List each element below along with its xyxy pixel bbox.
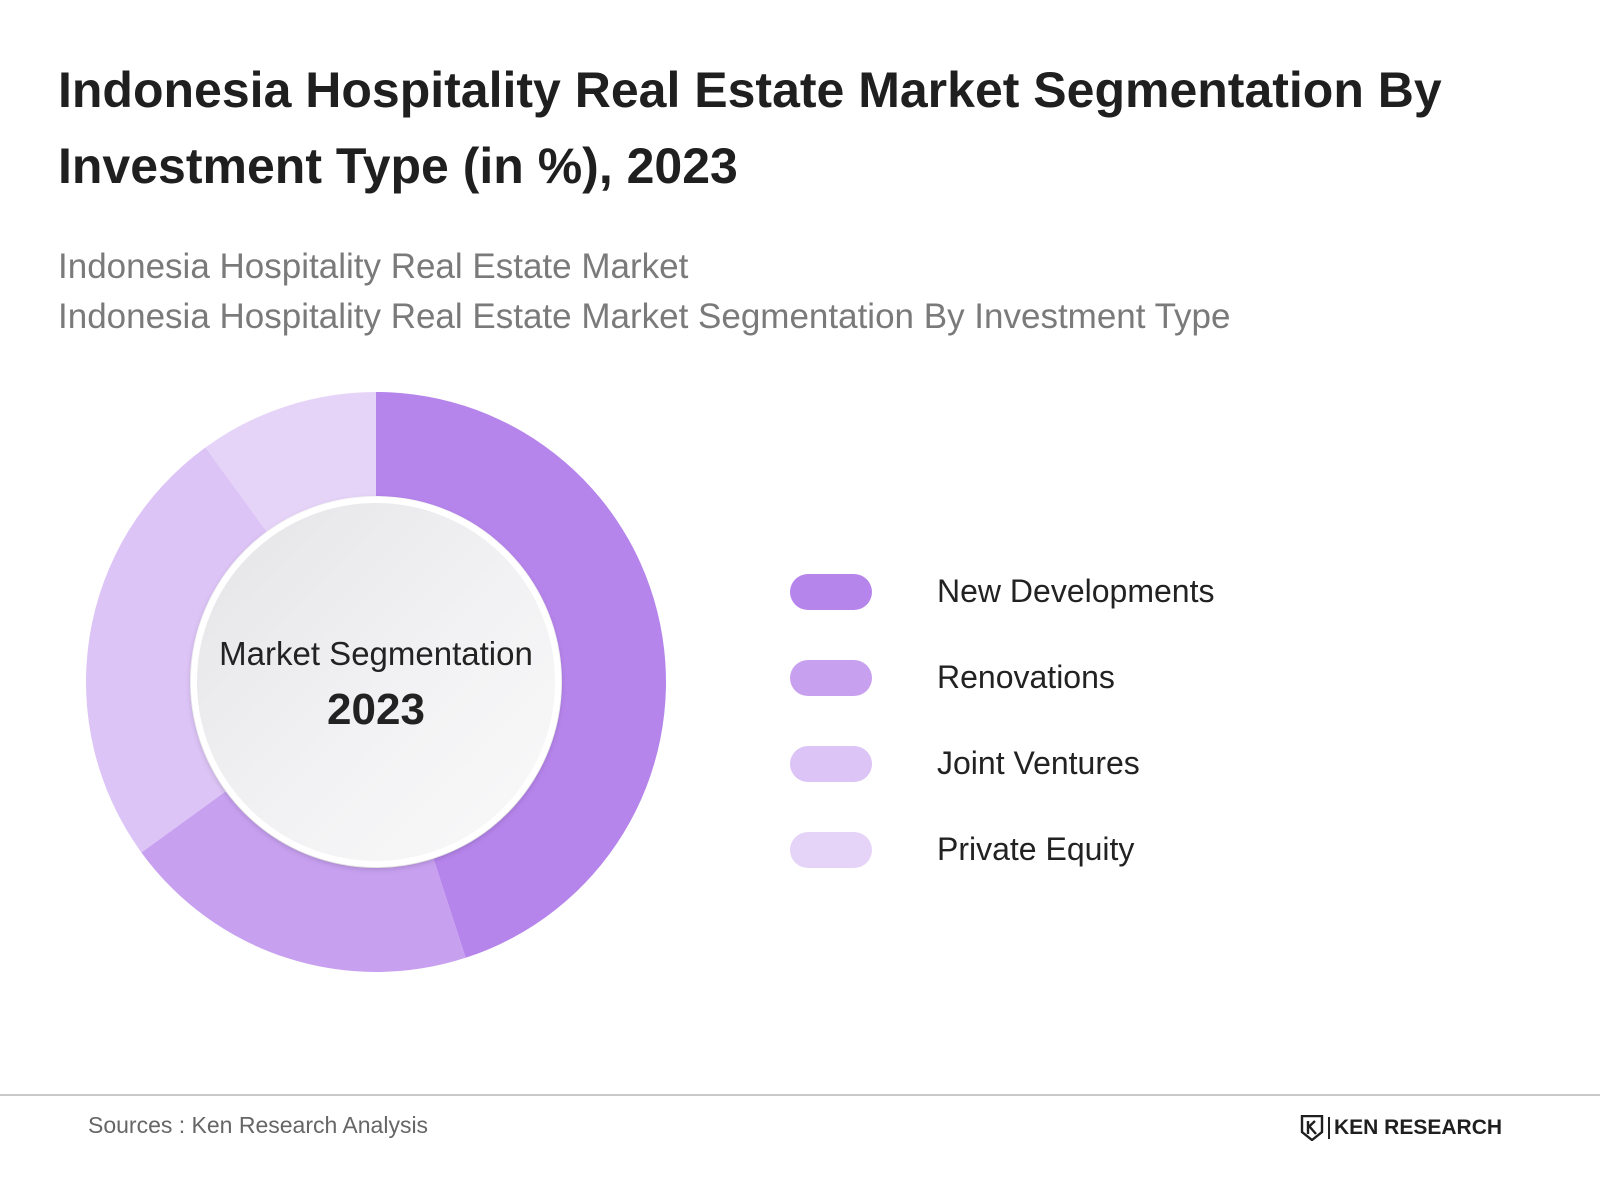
legend-swatch (790, 832, 872, 868)
legend-label: New Developments (937, 573, 1215, 609)
slice-joint-ventures (86, 447, 267, 853)
brand-name: KEN RESEARCH (1334, 1116, 1503, 1139)
donut-chart: Market Segmentation 2023 (86, 392, 666, 972)
legend-swatch (790, 574, 872, 610)
legend-label: Private Equity (937, 831, 1135, 867)
footer-divider (0, 1094, 1600, 1096)
donut-slices (86, 392, 666, 972)
brand-separator (1328, 1117, 1330, 1139)
chart-title: Indonesia Hospitality Real Estate Market… (58, 62, 1442, 194)
donut-center (191, 497, 561, 867)
center-year: 2023 (327, 685, 425, 734)
subtitle-market: Indonesia Hospitality Real Estate Market (58, 247, 689, 286)
slice-new-developments (376, 392, 666, 958)
center-label: Market Segmentation (219, 635, 533, 672)
subtitle-segmentation: Indonesia Hospitality Real Estate Market… (58, 297, 1231, 336)
brand-logo: KEN RESEARCH (1300, 1113, 1502, 1143)
slice-renovations (141, 791, 466, 972)
ken-research-logo-icon (1300, 1115, 1324, 1141)
legend-swatch (790, 660, 872, 696)
legend-swatch (790, 746, 872, 782)
legend-label: Renovations (937, 659, 1115, 695)
source-note: Sources : Ken Research Analysis (88, 1112, 429, 1138)
legend-label: Joint Ventures (937, 745, 1140, 781)
slice-private-equity (205, 392, 376, 532)
